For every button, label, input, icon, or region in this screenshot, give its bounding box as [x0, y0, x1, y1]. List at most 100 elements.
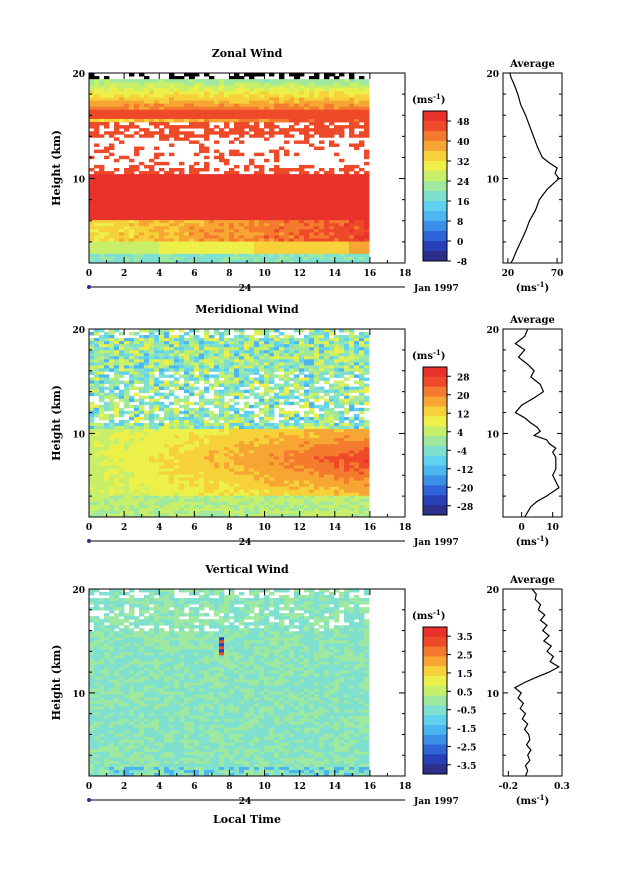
- heatmap-cell: [304, 174, 310, 178]
- heatmap-cell: [99, 350, 105, 354]
- heatmap-cell: [194, 353, 200, 357]
- heatmap-cell: [159, 118, 165, 123]
- heatmap-cell: [204, 501, 210, 506]
- heatmap-cell: [224, 477, 230, 482]
- heatmap-cell: [229, 183, 235, 187]
- heatmap-cell: [329, 171, 335, 175]
- heatmap-cell: [214, 177, 220, 181]
- heatmap-cell: [124, 109, 130, 114]
- heatmap-cell: [259, 444, 265, 448]
- heatmap-cell: [184, 201, 190, 206]
- heatmap-cell: [339, 180, 345, 184]
- heatmap-cell: [274, 226, 280, 230]
- heatmap-cell: [319, 213, 325, 218]
- heatmap-cell: [99, 392, 105, 397]
- heatmap-cell: [194, 186, 200, 190]
- heatmap-cell: [254, 347, 260, 351]
- heatmap-cell: [199, 91, 205, 95]
- heatmap-cell: [174, 492, 180, 497]
- heatmap-cell: [254, 438, 260, 442]
- heatmap-cell: [179, 504, 185, 509]
- heatmap-cell: [179, 468, 185, 472]
- heatmap-cell: [129, 477, 135, 482]
- heatmap-cell: [154, 513, 160, 518]
- heatmap-cell: [234, 247, 240, 252]
- heatmap-cell: [184, 137, 190, 141]
- heatmap-cell: [269, 198, 275, 203]
- heatmap-cell: [119, 468, 125, 472]
- heatmap-cell: [124, 192, 130, 196]
- heatmap-cell: [324, 192, 330, 196]
- heatmap-cell: [264, 495, 270, 500]
- heatmap-cell: [244, 213, 250, 218]
- heatmap-cell: [134, 168, 140, 172]
- heatmap-cell: [89, 386, 95, 391]
- heatmap-cell: [104, 486, 110, 491]
- heatmap-cell: [259, 152, 265, 157]
- heatmap-cell: [229, 380, 235, 384]
- heatmap-cell: [224, 91, 230, 95]
- heatmap-cell: [144, 217, 150, 221]
- heatmap-cell: [194, 507, 200, 512]
- heatmap-cell: [294, 128, 300, 132]
- heatmap-cell: [124, 450, 130, 454]
- heatmap-cell: [239, 498, 245, 503]
- heatmap-cell: [219, 155, 225, 160]
- heatmap-cell: [249, 513, 255, 518]
- heatmap-cell: [89, 201, 95, 206]
- heatmap-cell: [109, 501, 115, 506]
- heatmap-cell: [129, 85, 135, 89]
- heatmap-cell: [254, 447, 260, 451]
- heatmap-cell: [144, 429, 150, 433]
- heatmap-cell: [309, 134, 315, 138]
- heatmap-cell: [139, 459, 145, 463]
- heatmap-cell: [364, 88, 370, 92]
- heatmap-cell: [179, 94, 185, 98]
- heatmap-cell: [189, 374, 195, 378]
- heatmap-cell: [319, 250, 325, 255]
- heatmap-cell: [134, 341, 140, 345]
- heatmap-cell: [234, 217, 240, 221]
- heatmap-cell: [304, 103, 310, 108]
- heatmap-cell: [124, 134, 130, 138]
- heatmap-cell: [159, 232, 165, 236]
- heatmap-cell: [129, 82, 135, 86]
- heatmap-cell: [94, 171, 100, 175]
- heatmap-cell: [134, 386, 140, 391]
- heatmap-cell: [334, 241, 340, 246]
- heatmap-cell: [104, 79, 110, 83]
- heatmap-cell: [179, 344, 185, 348]
- heatmap-cell: [179, 477, 185, 482]
- heatmap-cell: [359, 247, 365, 252]
- heatmap-cell: [99, 97, 105, 101]
- colorbar-tick-label: 0: [457, 238, 463, 248]
- heatmap-cell: [214, 329, 220, 333]
- heatmap-cell: [194, 359, 200, 363]
- heatmap-cell: [339, 253, 345, 258]
- heatmap-cell: [174, 504, 180, 509]
- heatmap-cell: [149, 459, 155, 463]
- heatmap-cell: [184, 507, 190, 512]
- heatmap-cell: [294, 91, 300, 95]
- heatmap-cell: [214, 462, 220, 466]
- heatmap-cell: [289, 168, 295, 172]
- heatmap-cell: [289, 201, 295, 206]
- heatmap-cell: [214, 510, 220, 515]
- heatmap-cell: [94, 131, 100, 135]
- heatmap-cell: [254, 229, 260, 233]
- heatmap-cell: [294, 79, 300, 83]
- heatmap-cell: [124, 510, 130, 515]
- heatmap-cell: [234, 383, 240, 388]
- heatmap-cell: [224, 171, 230, 175]
- heatmap-cell: [359, 177, 365, 181]
- heatmap-cell: [154, 204, 160, 209]
- heatmap-cell: [129, 480, 135, 485]
- heatmap-cell: [234, 386, 240, 391]
- heatmap-cell: [299, 106, 305, 111]
- heatmap-cell: [99, 368, 105, 372]
- heatmap-cell: [249, 134, 255, 138]
- heatmap-cell: [139, 444, 145, 448]
- heatmap-cell: [164, 100, 170, 105]
- heatmap-cell: [209, 247, 215, 252]
- heatmap-cell: [219, 477, 225, 482]
